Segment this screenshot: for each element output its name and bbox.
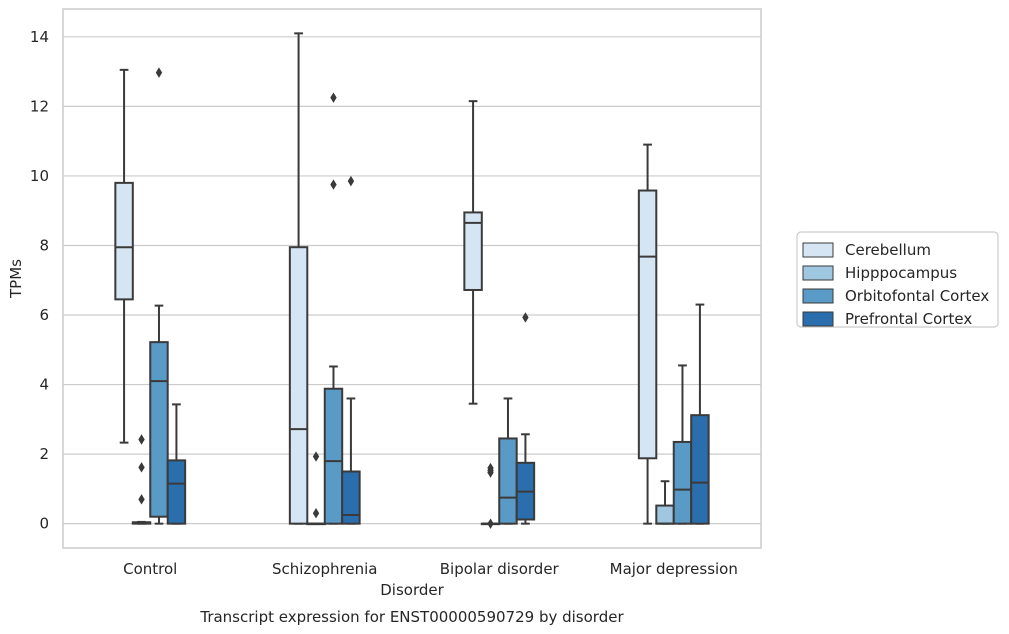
box — [323, 92, 344, 525]
box — [288, 32, 309, 525]
box — [463, 100, 483, 405]
outlier-point — [330, 92, 337, 103]
outlier-point — [312, 451, 320, 462]
box-iqr — [655, 504, 675, 525]
box-iqr — [114, 181, 134, 301]
box — [114, 68, 134, 444]
box-iqr — [166, 459, 187, 525]
legend-swatch — [802, 242, 834, 258]
box-iqr — [498, 437, 518, 525]
legend-item: Cerebellum — [802, 241, 931, 259]
box-iqr — [323, 387, 344, 525]
legend-swatch — [802, 288, 834, 304]
box-iqr — [637, 189, 658, 460]
outlier-point — [487, 462, 494, 474]
y-tick-label: 4 — [39, 376, 49, 394]
legend-label: Prefrontal Cortex — [845, 310, 972, 328]
outlier-point — [138, 462, 145, 473]
x-axis-title: Disorder — [380, 581, 444, 599]
y-tick-label: 14 — [30, 28, 49, 46]
y-tick-label: 2 — [39, 445, 49, 463]
gridlines — [63, 36, 761, 525]
plot-frame — [62, 8, 762, 549]
outlier-point — [312, 508, 320, 519]
box — [306, 451, 326, 526]
x-tick-label: Schizophrenia — [272, 560, 377, 578]
box — [672, 364, 693, 525]
series-hipppocampus — [131, 434, 675, 529]
outlier-point — [155, 67, 163, 78]
box — [655, 480, 675, 525]
legend-label: Orbitofontal Cortex — [845, 287, 989, 305]
legend-item: Prefrontal Cortex — [802, 310, 972, 328]
box-iqr — [672, 440, 693, 525]
box — [498, 397, 518, 525]
legend-item: Hipppocampus — [802, 264, 957, 282]
y-axis-title: TPMs — [7, 259, 25, 299]
series-prefrontal-cortex — [166, 175, 710, 525]
x-tick-label: Major depression — [610, 560, 738, 578]
box — [341, 175, 361, 525]
y-tick-label: 0 — [39, 515, 49, 533]
chart-title: Transcript expression for ENST0000059072… — [199, 608, 624, 626]
x-axis-ticks: Control Schizophrenia Bipolar disorder Majo… — [123, 560, 738, 578]
x-tick-label: Bipolar disorder — [440, 560, 560, 578]
outlier-point — [347, 175, 355, 187]
legend-frame — [796, 231, 999, 328]
box — [515, 312, 536, 525]
series-cerebellum — [114, 32, 658, 525]
box-iqr — [463, 211, 483, 291]
y-tick-label: 8 — [39, 236, 49, 254]
series-orbitofontal-cortex — [149, 67, 693, 525]
legend-swatch — [802, 265, 834, 281]
box — [690, 303, 710, 525]
outlier-point — [138, 494, 145, 505]
legend-label: Hipppocampus — [845, 264, 957, 282]
outlier-point — [487, 518, 494, 529]
box — [637, 143, 658, 525]
outlier-point — [138, 434, 145, 445]
y-tick-label: 6 — [39, 306, 49, 324]
outlier-point — [330, 179, 337, 190]
box-iqr — [288, 246, 309, 525]
legend-label: Cerebellum — [845, 241, 931, 259]
x-tick-label: Control — [123, 560, 177, 578]
box — [149, 67, 169, 525]
box — [131, 434, 152, 525]
box-iqr — [690, 414, 710, 525]
box — [480, 462, 501, 529]
box-plot-series — [114, 32, 710, 529]
box-iqr — [341, 470, 361, 525]
y-axis-ticks: 0 2 4 6 8 10 12 14 — [30, 28, 49, 533]
box-iqr — [149, 341, 169, 518]
y-tick-label: 10 — [30, 167, 49, 185]
box — [166, 403, 187, 525]
y-tick-label: 12 — [30, 97, 49, 115]
legend: Cerebellum Hipppocampus Orbitofontal Corte… — [796, 231, 999, 328]
legend-item: Orbitofontal Cortex — [802, 287, 989, 305]
outlier-point — [522, 312, 529, 323]
legend-swatch — [802, 311, 834, 327]
